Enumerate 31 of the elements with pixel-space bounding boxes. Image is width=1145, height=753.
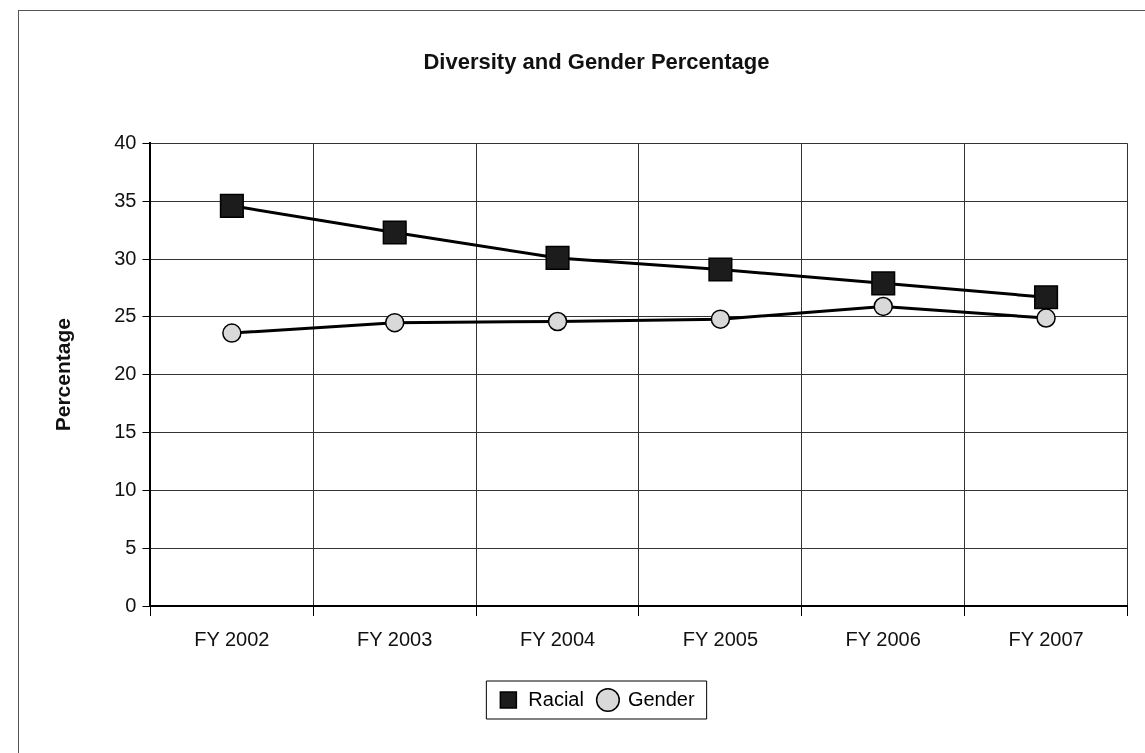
legend-label: Racial <box>528 687 584 710</box>
y-tick-label: 15 <box>114 420 137 443</box>
y-tick-label: 25 <box>114 304 137 327</box>
x-tick-label: FY 2002 <box>194 627 270 650</box>
x-tick-label: FY 2007 <box>1008 627 1084 650</box>
y-tick-label: 35 <box>114 188 137 211</box>
y-axis-title: Percentage <box>51 318 75 432</box>
y-tick-label: 5 <box>125 535 137 558</box>
y-tick-label: 30 <box>114 246 137 269</box>
point <box>384 312 405 333</box>
x-tick-label: FY 2005 <box>682 627 759 650</box>
point <box>222 323 242 343</box>
y-tick-label: 0 <box>125 593 137 616</box>
chart-title: Diversity and Gender Percentage <box>423 49 770 75</box>
point <box>382 220 407 245</box>
legend-label: Gender <box>627 687 695 710</box>
point <box>708 257 733 282</box>
x-tick-label: FY 2004 <box>519 627 596 650</box>
point <box>871 271 896 296</box>
point <box>710 309 731 329</box>
y-tick-label: 20 <box>114 362 137 385</box>
y-tick-label: 40 <box>114 130 137 153</box>
point <box>1034 285 1059 310</box>
x-tick-label: FY 2006 <box>845 627 921 650</box>
point <box>545 245 570 270</box>
point <box>547 311 568 332</box>
point <box>873 296 893 317</box>
point <box>219 193 244 218</box>
point <box>1036 308 1056 328</box>
x-tick-label: FY 2003 <box>357 627 433 650</box>
y-tick-label: 10 <box>114 477 137 500</box>
